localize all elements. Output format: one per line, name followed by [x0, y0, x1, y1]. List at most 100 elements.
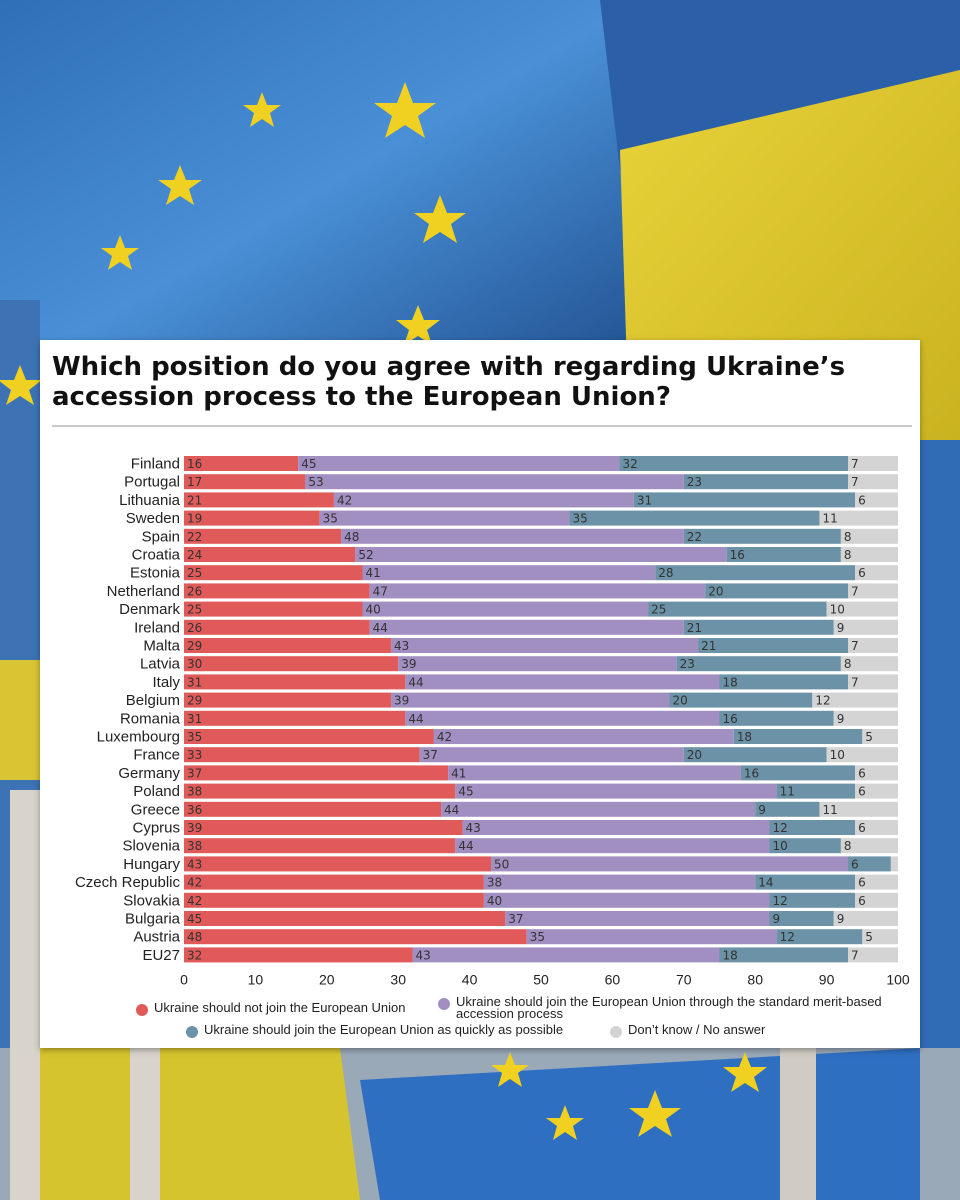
category-label: Slovakia [123, 892, 180, 909]
data-label: 33 [187, 748, 202, 762]
data-label: 7 [851, 675, 859, 689]
category-label: Cyprus [132, 820, 180, 837]
category-label: Hungary [123, 856, 180, 873]
data-label: 16 [187, 457, 202, 471]
bar-segment [184, 619, 370, 635]
data-label: 29 [187, 639, 202, 653]
x-tick-label: 40 [462, 972, 478, 988]
bar-segment [333, 492, 634, 508]
data-label: 31 [637, 493, 652, 507]
data-label: 48 [187, 930, 202, 944]
data-label: 39 [394, 694, 409, 708]
data-label: 31 [187, 675, 202, 689]
category-label: Romania [120, 710, 181, 727]
data-label: 38 [187, 785, 202, 799]
category-label: Finland [131, 456, 180, 473]
data-label: 43 [415, 948, 430, 962]
bar-segment [184, 692, 392, 708]
bar-segment [683, 528, 841, 544]
data-label: 42 [437, 730, 452, 744]
legend-swatch [136, 1004, 148, 1016]
data-label: 48 [344, 530, 359, 544]
bar-segment [840, 656, 898, 672]
data-label: 40 [487, 894, 502, 908]
data-label: 23 [687, 475, 702, 489]
bar-segment [676, 656, 841, 672]
bar-segment [298, 456, 620, 471]
data-label: 14 [758, 876, 773, 890]
category-label: Lithuania [119, 492, 181, 509]
data-label: 22 [187, 530, 202, 544]
bar-segment [855, 783, 898, 799]
bar-segment [184, 674, 406, 690]
data-label: 44 [373, 621, 388, 635]
bar-segment [362, 565, 656, 581]
bar-segment [184, 474, 306, 490]
bar-segment [833, 619, 898, 635]
bar-segment [184, 565, 363, 581]
bar-segment [698, 638, 849, 653]
bar-segment [184, 892, 484, 908]
data-label: 20 [673, 694, 688, 708]
data-label: 37 [187, 766, 202, 780]
bar-segment [826, 747, 898, 763]
data-label: 21 [701, 639, 716, 653]
data-label: 8 [844, 657, 852, 671]
data-label: 6 [858, 785, 866, 799]
data-label: 39 [187, 821, 202, 835]
data-label: 11 [822, 512, 837, 526]
category-label: Croatia [132, 547, 181, 564]
data-label: 16 [723, 712, 738, 726]
data-label: 40 [366, 603, 381, 617]
bar-segment [848, 638, 898, 653]
data-label: 32 [187, 948, 202, 962]
bar-segment [184, 874, 484, 890]
bar-segment [855, 492, 898, 508]
bar-segment [719, 674, 849, 690]
bar-segment [862, 929, 898, 945]
bar-segment [405, 674, 720, 690]
category-label: Netherland [107, 583, 180, 600]
data-label: 25 [651, 603, 666, 617]
bar-segment [740, 765, 856, 781]
data-label: 5 [865, 730, 873, 744]
category-label: Austria [133, 929, 180, 946]
bar-segment [840, 547, 898, 562]
bar-segment [755, 874, 856, 890]
data-label: 44 [408, 675, 423, 689]
bar-segment [633, 492, 856, 508]
bar-segment [184, 747, 420, 763]
bar-segment [848, 456, 898, 471]
bar-segment [483, 874, 756, 890]
data-label: 36 [187, 803, 202, 817]
data-label: 7 [851, 948, 859, 962]
bar-segment [441, 801, 756, 817]
bar-segment [455, 783, 777, 799]
x-tick-label: 20 [319, 972, 335, 988]
data-label: 35 [530, 930, 545, 944]
bar-segment [448, 765, 741, 781]
data-label: 45 [301, 457, 316, 471]
data-label: 12 [772, 821, 787, 835]
category-label: Italy [152, 674, 180, 691]
x-tick-label: 50 [533, 972, 549, 988]
category-label: Portugal [124, 474, 180, 491]
data-label: 50 [494, 857, 509, 871]
title-divider [52, 425, 912, 427]
category-label: Denmark [119, 601, 180, 618]
category-label: Greece [131, 801, 180, 818]
data-label: 11 [780, 785, 795, 799]
x-tick-label: 30 [390, 972, 406, 988]
data-label: 29 [187, 694, 202, 708]
data-label: 26 [187, 621, 202, 635]
bar-segment [341, 528, 684, 544]
bar-segment [655, 565, 856, 581]
bar-segment [184, 765, 449, 781]
bar-segment [184, 528, 342, 544]
data-label: 37 [508, 912, 523, 926]
category-label: Sweden [126, 510, 180, 527]
bar-segment [505, 911, 770, 926]
category-label: Malta [143, 638, 180, 655]
data-label: 52 [358, 548, 373, 562]
